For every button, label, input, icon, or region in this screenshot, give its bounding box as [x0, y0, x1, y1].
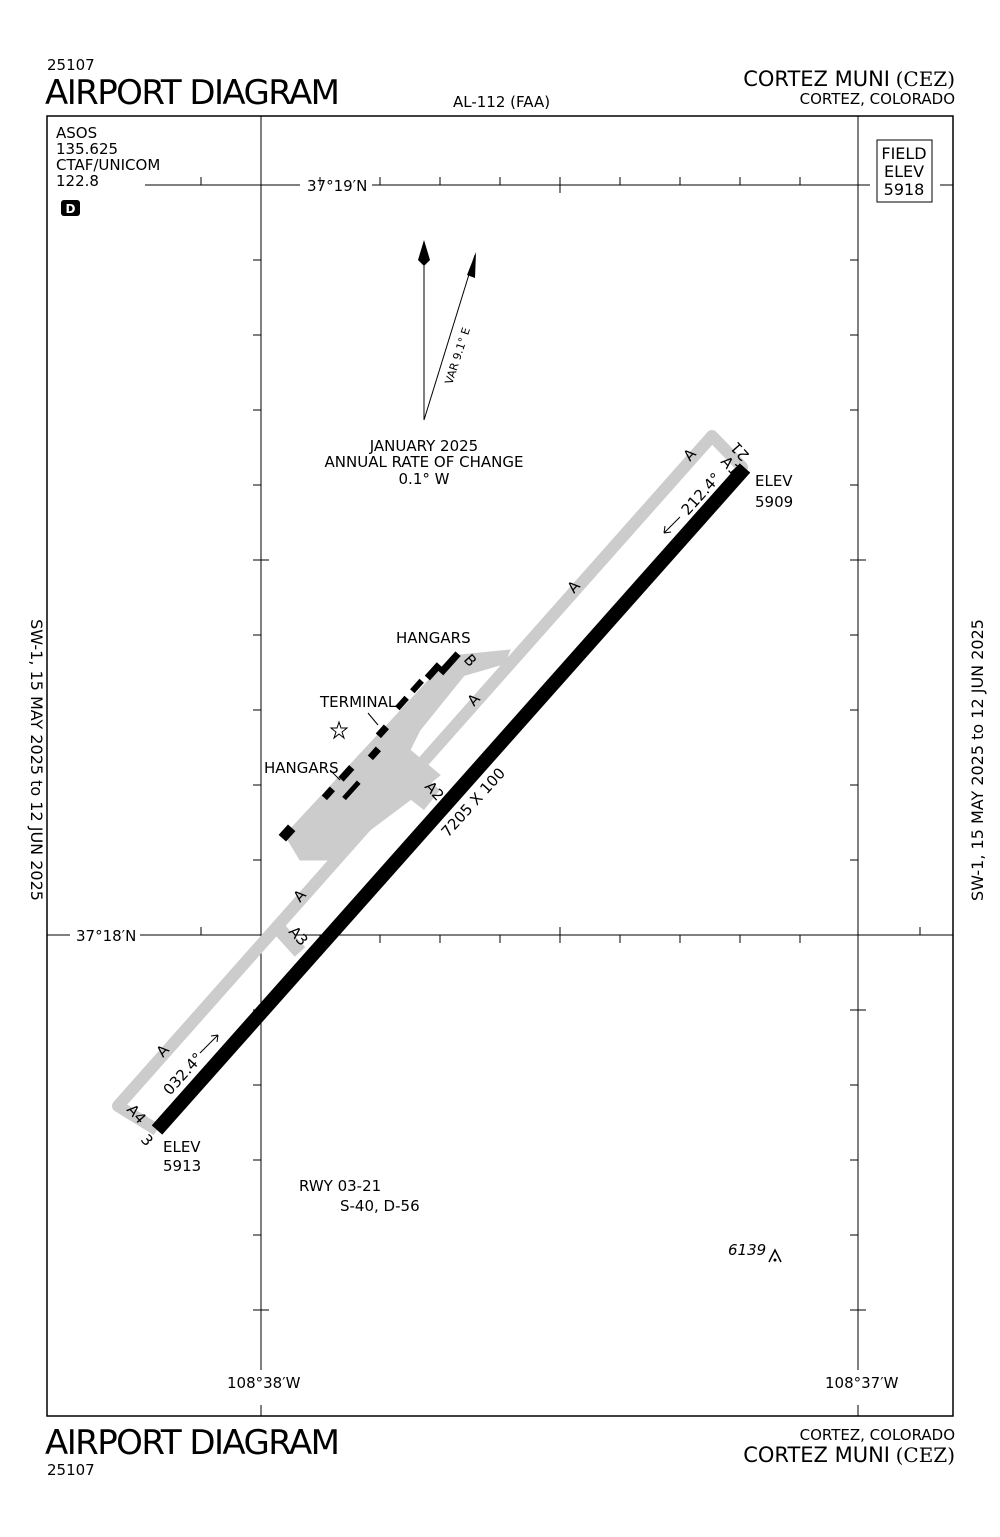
hangar: [342, 780, 361, 801]
hangar: [321, 786, 335, 801]
hangar: [424, 662, 442, 681]
atis-badge: [61, 200, 80, 216]
airport-name: CORTEZ MUNI: [743, 1443, 890, 1467]
beacon: [329, 720, 349, 740]
magnetic-north: [423, 254, 476, 421]
pointer: [367, 712, 379, 726]
graticule: [47, 116, 953, 1416]
obstacle-elevation: 6139: [728, 1241, 766, 1259]
elev-value: 5918: [884, 180, 925, 199]
label: TERMINAL: [319, 693, 397, 711]
effective-dates: SW-1, 15 MAY 2025 to 12 JUN 2025: [968, 619, 987, 901]
obstacle-symbol: [768, 1248, 782, 1263]
hangar: [410, 678, 424, 694]
mag-rate: 0.1° W: [399, 470, 450, 488]
apron: [284, 649, 511, 861]
heading-arrow: [199, 1034, 219, 1054]
hangar: [338, 765, 355, 782]
elev-value: 5913: [163, 1157, 201, 1175]
taxiway-a3: [274, 925, 306, 957]
elev-value: 5909: [755, 493, 793, 511]
obstacle-dot: [773, 1258, 777, 1262]
comm-line: 135.625: [56, 140, 118, 158]
location: CORTEZ, COLORADO: [800, 1426, 955, 1444]
obstacle: 6139: [728, 1241, 782, 1263]
variation: VAR 9.1° E: [442, 326, 473, 386]
hangar: [375, 724, 389, 739]
communications: ASOS 135.625 CTAF/UNICOM 122.8 D: [56, 124, 160, 216]
label: HANGARS: [264, 759, 339, 777]
lon-label: 108°37′W: [825, 1374, 899, 1392]
title: AIRPORT DIAGRAM: [45, 1423, 340, 1463]
runway-strength: S-40, D-56: [340, 1197, 420, 1215]
title: AIRPORT DIAGRAM: [45, 73, 340, 113]
pointer: [329, 769, 341, 781]
runway: [151, 463, 751, 1135]
lon-label: 108°38′W: [227, 1374, 301, 1392]
field-elevation: FIELD ELEV 5918: [876, 139, 933, 203]
elev-box: [876, 139, 933, 203]
heading-arrow: [663, 516, 681, 534]
hangar: [395, 695, 409, 711]
chart-number: 25107: [47, 56, 95, 74]
runway-labels: 7205 X 100 032.4° 212.4° 3 21 ELEV 5913 …: [137, 438, 793, 1215]
atis-symbol: D: [66, 202, 76, 216]
hangar: [278, 824, 296, 842]
airport-id: (CEZ): [896, 67, 955, 91]
north-arrows: VAR 9.1° E JANUARY 2025 ANNUAL RATE OF C…: [325, 240, 524, 488]
procedure-id: AL-112 (FAA): [453, 93, 550, 111]
frame: [46, 115, 954, 1417]
runway-number: 3: [137, 1131, 157, 1150]
effective-dates: SW-1, 15 MAY 2025 to 12 JUN 2025: [27, 619, 46, 901]
elev-label: ELEV: [755, 472, 793, 490]
graticule-labels: 37°19′N 37°18′N 108°38′W 108°37′W: [76, 177, 899, 1392]
lat-label: 37°19′N: [307, 177, 367, 195]
north-arrowhead: [418, 240, 430, 266]
elev-label: ELEV: [163, 1138, 201, 1156]
taxiway-a4: [114, 1100, 161, 1136]
chart-number: 25107: [47, 1461, 95, 1479]
taxiway-b: [436, 653, 510, 694]
taxiway-labels: A A A A A A1 A2 A3 A4 B: [123, 444, 744, 1127]
taxiway-a2: [379, 754, 441, 811]
elev-line: ELEV: [884, 162, 924, 181]
hangar: [367, 746, 381, 761]
elev-line: FIELD: [881, 144, 926, 163]
label: HANGARS: [396, 629, 471, 647]
airport-name: CORTEZ MUNI: [743, 67, 890, 91]
ticks: [200, 177, 921, 1311]
lat-label: 37°18′N: [76, 927, 136, 945]
footer: AIRPORT DIAGRAM 25107 CORTEZ, COLORADO C…: [45, 1423, 955, 1479]
comm-line: CTAF/UNICOM: [56, 156, 160, 174]
building-labels: HANGARS TERMINAL HANGARS: [264, 629, 471, 777]
taxiway-a: [112, 430, 748, 1112]
taxiways: [112, 430, 748, 1136]
mag-rate-title: ANNUAL RATE OF CHANGE: [325, 453, 524, 471]
mag-arrowhead: [467, 252, 476, 278]
airport-id: (CEZ): [896, 1443, 955, 1467]
location: CORTEZ, COLORADO: [800, 90, 955, 108]
hangar: [438, 651, 461, 676]
buildings: [278, 651, 461, 842]
comm-line: ASOS: [56, 124, 97, 142]
header: 25107 AIRPORT DIAGRAM AL-112 (FAA) CORTE…: [45, 56, 955, 113]
mag-date: JANUARY 2025: [369, 437, 478, 455]
runway-name: RWY 03-21: [299, 1177, 381, 1195]
comm-line: 122.8: [56, 172, 99, 190]
